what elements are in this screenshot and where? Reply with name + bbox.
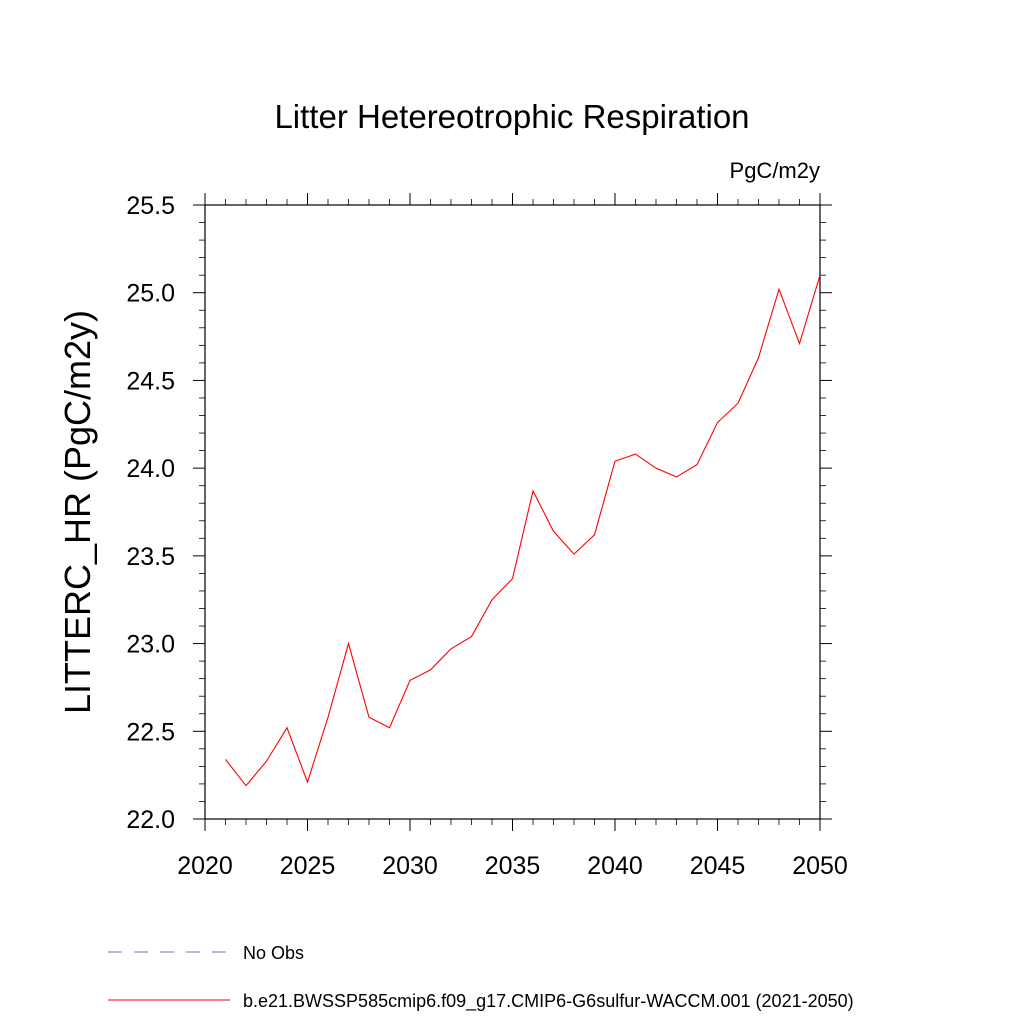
x-tick-label: 2020 [177,852,233,880]
y-tick-label: 22.5 [126,718,175,746]
plot-axes: 2020 2025 2030 2035 2040 2045 2050 22.0 22.5 23.0… [126,192,847,880]
x-tick-label: 2045 [690,852,746,880]
y-tick-label: 24.0 [126,455,175,483]
y-tick-label: 25.5 [126,192,175,220]
y-tick-label: 25.0 [126,280,175,308]
units-label: PgC/m2y [729,158,820,183]
y-axis-label: LITTERC_HR (PgC/m2y) [57,310,98,714]
legend: No Obs b.e21.BWSSP585cmip6.f09_g17.CMIP6-… [108,943,854,1012]
y-tick-label: 24.5 [126,367,175,395]
x-tick-label: 2035 [485,852,541,880]
plot-frame [204,204,821,820]
legend-label: b.e21.BWSSP585cmip6.f09_g17.CMIP6-G6sulf… [243,991,854,1012]
x-tick-label: 2030 [382,852,438,880]
x-tick-label: 2040 [587,852,643,880]
chart-title: Litter Hetereotrophic Respiration [274,98,750,135]
y-tick-label: 23.5 [126,543,175,571]
series-line [225,275,821,787]
x-tick-label: 2025 [280,852,336,880]
plot-lines [225,275,821,787]
y-tick-label: 23.0 [126,631,175,659]
x-tick-label: 2050 [792,852,848,880]
legend-label: No Obs [243,943,304,963]
y-tick-label: 22.0 [126,806,175,834]
